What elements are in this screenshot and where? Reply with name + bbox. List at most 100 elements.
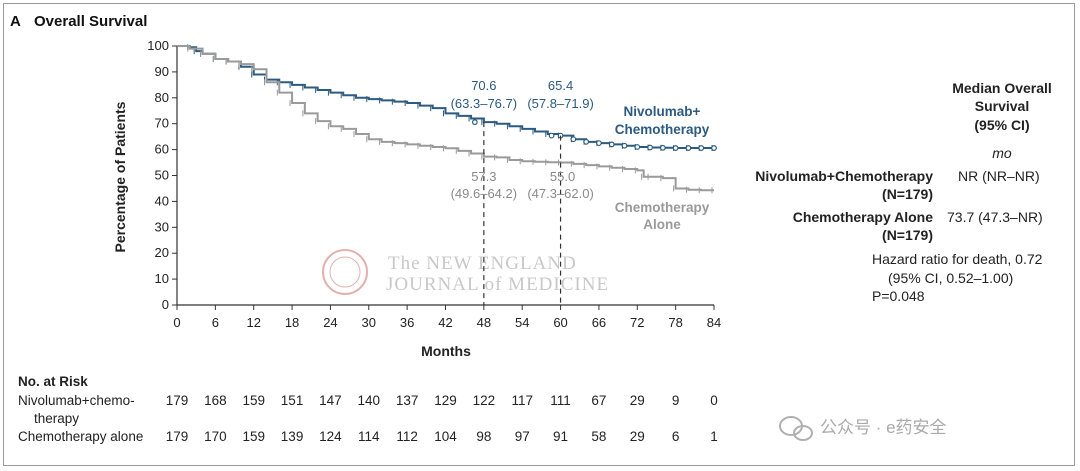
- risk-cell: 9: [672, 393, 680, 408]
- risk-cell: 151: [281, 393, 304, 408]
- risk-cell: 179: [166, 429, 189, 444]
- risk-cell: 98: [476, 429, 491, 444]
- watermark-line2: JOURNAL of MEDICINE: [386, 274, 609, 295]
- y-tick-label: 0: [162, 297, 169, 312]
- y-tick-label: 60: [155, 142, 169, 157]
- chemo-landmark-value: 57.3: [471, 169, 496, 184]
- y-tick-label: 100: [147, 38, 169, 53]
- risk-table: No. at Risk Nivolumab+chemo- therapy Che…: [18, 374, 718, 444]
- censor-circle: [570, 136, 577, 143]
- chemo-label-line2: Alone: [643, 217, 681, 232]
- median-row1-value: NR (NR–NR): [958, 168, 1040, 184]
- risk-cell: 58: [591, 429, 606, 444]
- x-tick-label: 24: [323, 315, 337, 330]
- wechat-text: 公众号 · e药安全: [820, 418, 947, 437]
- risk-cell: 147: [319, 393, 342, 408]
- nivo-landmark-ci: (63.3–76.7): [451, 96, 518, 111]
- risk-cell: 111: [550, 393, 571, 408]
- median-header-3: (95% CI): [974, 117, 1029, 133]
- risk-row2-label1: Chemotherapy alone: [18, 429, 143, 444]
- risk-cell: 179: [166, 393, 189, 408]
- risk-cell: 159: [242, 429, 265, 444]
- risk-cell: 97: [515, 429, 530, 444]
- censor-circle: [634, 144, 641, 150]
- risk-cell: 67: [591, 393, 606, 408]
- nivo-landmark-ci: (57.8–71.9): [527, 96, 594, 111]
- chemo-landmark-ci: (47.3–62.0): [527, 186, 594, 201]
- median-row1-label2: (N=179): [882, 186, 933, 202]
- risk-title: No. at Risk: [18, 374, 88, 389]
- risk-cell: 29: [630, 429, 645, 444]
- risk-cell: 0: [710, 393, 718, 408]
- risk-cell: 112: [396, 429, 418, 444]
- x-tick-label: 78: [668, 315, 682, 330]
- y-tick-label: 90: [155, 64, 169, 79]
- censor-circle: [583, 138, 590, 145]
- censor-circle: [711, 145, 717, 151]
- median-header-2: Survival: [975, 98, 1029, 114]
- landmark-point: [471, 119, 478, 126]
- risk-row1-label1: Nivolumab+chemo-: [18, 393, 135, 408]
- censor-circle: [685, 145, 692, 151]
- x-tick-label: 48: [477, 315, 491, 330]
- nivo-landmark-value: 65.4: [548, 78, 573, 93]
- nivo-landmark-value: 70.6: [471, 78, 496, 93]
- x-tick-label: 6: [212, 315, 219, 330]
- nivo-label-line2: Chemotherapy: [615, 122, 710, 137]
- hazard-ci: (95% CI, 0.52–1.00): [888, 270, 1013, 286]
- chemo-landmark-ci: (49.6–64.2): [451, 186, 518, 201]
- y-tick-label: 10: [155, 271, 169, 286]
- x-tick-label: 84: [707, 315, 721, 330]
- risk-cell: 140: [358, 393, 381, 408]
- y-tick-label: 30: [155, 219, 169, 234]
- plot-area: 0 10 20 30 40 50 60 70 80 90 100 0 6 12 18 24 30 36 42 48 54…: [147, 38, 721, 330]
- risk-row1-label2: therapy: [34, 411, 79, 426]
- figure-frame: [3, 3, 1075, 466]
- median-row2-label1: Chemotherapy Alone: [793, 209, 933, 225]
- x-axis-label: Months: [421, 343, 471, 359]
- x-tick-label: 66: [592, 315, 606, 330]
- x-tick-label: 36: [400, 315, 414, 330]
- y-tick-label: 80: [155, 90, 169, 105]
- censor-circle: [647, 144, 653, 151]
- x-tick-label: 30: [362, 315, 376, 330]
- panel-letter: A: [10, 13, 21, 30]
- chemo-landmark-value: 55.0: [550, 169, 575, 184]
- risk-cell: 91: [553, 429, 568, 444]
- censor-circle: [621, 142, 628, 149]
- hazard-ratio: Hazard ratio for death, 0.72: [872, 251, 1043, 267]
- risk-cell: 168: [204, 393, 227, 408]
- panel-title: Overall Survival: [34, 13, 147, 30]
- risk-cell: 104: [434, 429, 457, 444]
- x-tick-label: 12: [246, 315, 260, 330]
- censor-circle: [659, 144, 666, 151]
- median-unit: mo: [992, 145, 1012, 161]
- risk-cell: 137: [396, 393, 419, 408]
- censor-circle: [608, 141, 615, 148]
- survival-curves: [177, 44, 717, 194]
- y-tick-label: 50: [155, 168, 169, 183]
- median-header-1: Median Overall: [952, 80, 1052, 96]
- y-tick-label: 20: [155, 245, 169, 260]
- censor-circle: [698, 145, 705, 151]
- median-row2-value: 73.7 (47.3–NR): [947, 209, 1043, 225]
- watermark-line1: The NEW ENGLAND: [388, 253, 577, 274]
- x-tick-label: 60: [553, 315, 567, 330]
- curve-annotations: 70.6 (63.3–76.7) 57.3 (49.6–64.2) 65.4 (57.8–…: [451, 78, 594, 305]
- nivo-label-line1: Nivolumab+: [624, 104, 701, 119]
- x-tick-label: 0: [173, 315, 180, 330]
- nejm-watermark: The NEW ENGLAND JOURNAL of MEDICINE: [322, 249, 609, 295]
- x-tick-label: 42: [438, 315, 452, 330]
- median-row2-label2: (N=179): [882, 227, 933, 243]
- risk-cell: 124: [319, 429, 342, 444]
- risk-cell: 1: [710, 429, 718, 444]
- p-value: P=0.048: [872, 288, 925, 304]
- y-axis-label: Percentage of Patients: [112, 101, 128, 252]
- risk-cell: 6: [672, 429, 680, 444]
- wechat-watermark: 公众号 · e药安全: [779, 416, 947, 441]
- risk-cell: 139: [281, 429, 304, 444]
- landmark-point: [548, 132, 555, 139]
- risk-cell: 114: [358, 429, 380, 444]
- median-survival-panel: Median Overall Survival (95% CI) mo Nivo…: [755, 80, 1052, 304]
